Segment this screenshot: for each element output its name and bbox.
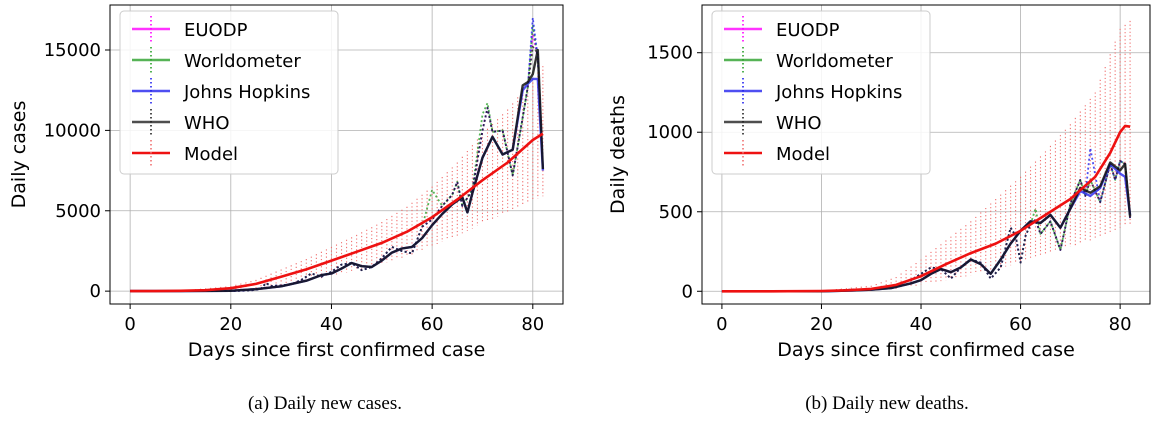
legend-item-who: WHO <box>724 109 822 135</box>
x-tick-label-40: 40 <box>320 314 343 335</box>
legend-label: Johns Hopkins <box>775 82 902 103</box>
series-who <box>130 45 544 293</box>
series-who-smoothed <box>130 48 545 293</box>
y-tick-label-10000: 10000 <box>44 120 101 141</box>
legend-label: Worldometer <box>776 51 893 72</box>
y-tick-label-1000: 1000 <box>647 122 693 143</box>
y-tick-label-500: 500 <box>659 202 693 223</box>
y-tick-label-15000: 15000 <box>44 40 101 61</box>
legend-item-who: WHO <box>132 109 230 135</box>
x-axis-label: Days since first confirmed case <box>188 339 486 361</box>
series-euodp <box>721 159 1131 293</box>
legend-item-johns-hopkins: Johns Hopkins <box>132 78 310 104</box>
x-tick-label-0: 0 <box>124 314 135 335</box>
x-tick-label-80: 80 <box>521 314 544 335</box>
y-tick-label-1500: 1500 <box>647 43 693 64</box>
y-tick-label-0: 0 <box>90 281 101 302</box>
plot-frame <box>109 4 564 305</box>
chart-daily-deaths: 0 20 40 60 80 0 500 1000 1500 Days since first co… <box>607 4 1151 361</box>
caption-daily-cases: (a) Daily new cases. <box>247 393 403 414</box>
y-axis-label: Daily deaths <box>607 95 629 214</box>
x-tick-label-60: 60 <box>421 314 444 335</box>
legend-item-model: Model <box>132 140 238 166</box>
y-axis-label: Daily cases <box>8 101 30 209</box>
series-who-smoothed <box>721 161 1132 293</box>
series-worldometer <box>721 159 1131 293</box>
legend-item-johns-hopkins: Johns Hopkins <box>724 78 902 104</box>
legend-item-worldometer: Worldometer <box>724 47 893 73</box>
series-johns-hopkins-smoothed <box>721 162 1132 293</box>
plot-frame <box>701 4 1151 305</box>
legend-label: EUODP <box>776 20 840 41</box>
x-tick-label-60: 60 <box>1009 314 1032 335</box>
legend-item-euodp: EUODP <box>132 16 248 42</box>
legend-box <box>711 10 931 175</box>
legend-label: Model <box>776 144 830 165</box>
legend-label: Worldometer <box>184 51 301 72</box>
model-error-band <box>830 20 1131 292</box>
chart-panel-daily-cases: 0 20 40 60 80 0 5000 10000 15000 Days since first… <box>0 0 575 389</box>
legend-item-worldometer: Worldometer <box>132 47 301 73</box>
x-tick-label-80: 80 <box>1109 314 1132 335</box>
plot-area <box>721 20 1132 293</box>
x-tick-label-40: 40 <box>910 314 933 335</box>
legend: EUODP Worldometer Johns Hopkins WHO Model <box>119 10 339 175</box>
caption-daily-deaths: (b) Daily new deaths. <box>805 393 969 414</box>
series-model <box>130 132 544 293</box>
legend-box <box>119 10 339 175</box>
legend-item-euodp: EUODP <box>724 16 840 42</box>
y-tick-label-5000: 5000 <box>55 201 101 222</box>
legend: EUODP Worldometer Johns Hopkins WHO Model <box>711 10 931 175</box>
legend-item-model: Model <box>724 140 830 166</box>
x-axis-label: Days since first confirmed case <box>777 339 1075 361</box>
series-who <box>721 159 1131 293</box>
series-model <box>721 124 1131 293</box>
legend-label: Johns Hopkins <box>183 82 310 103</box>
legend-label: WHO <box>184 113 230 134</box>
legend-label: WHO <box>776 113 822 134</box>
chart-daily-cases: 0 20 40 60 80 0 5000 10000 15000 Days since first… <box>8 4 564 361</box>
x-tick-label-20: 20 <box>810 314 833 335</box>
x-tick-label-0: 0 <box>716 314 727 335</box>
legend-label: EUODP <box>184 20 248 41</box>
x-tick-label-20: 20 <box>219 314 242 335</box>
legend-label: Model <box>184 144 238 165</box>
chart-panel-daily-deaths: 0 20 40 60 80 0 500 1000 1500 Days since first co… <box>590 0 1161 389</box>
plot-area <box>130 16 545 293</box>
y-tick-label-0: 0 <box>682 281 693 302</box>
